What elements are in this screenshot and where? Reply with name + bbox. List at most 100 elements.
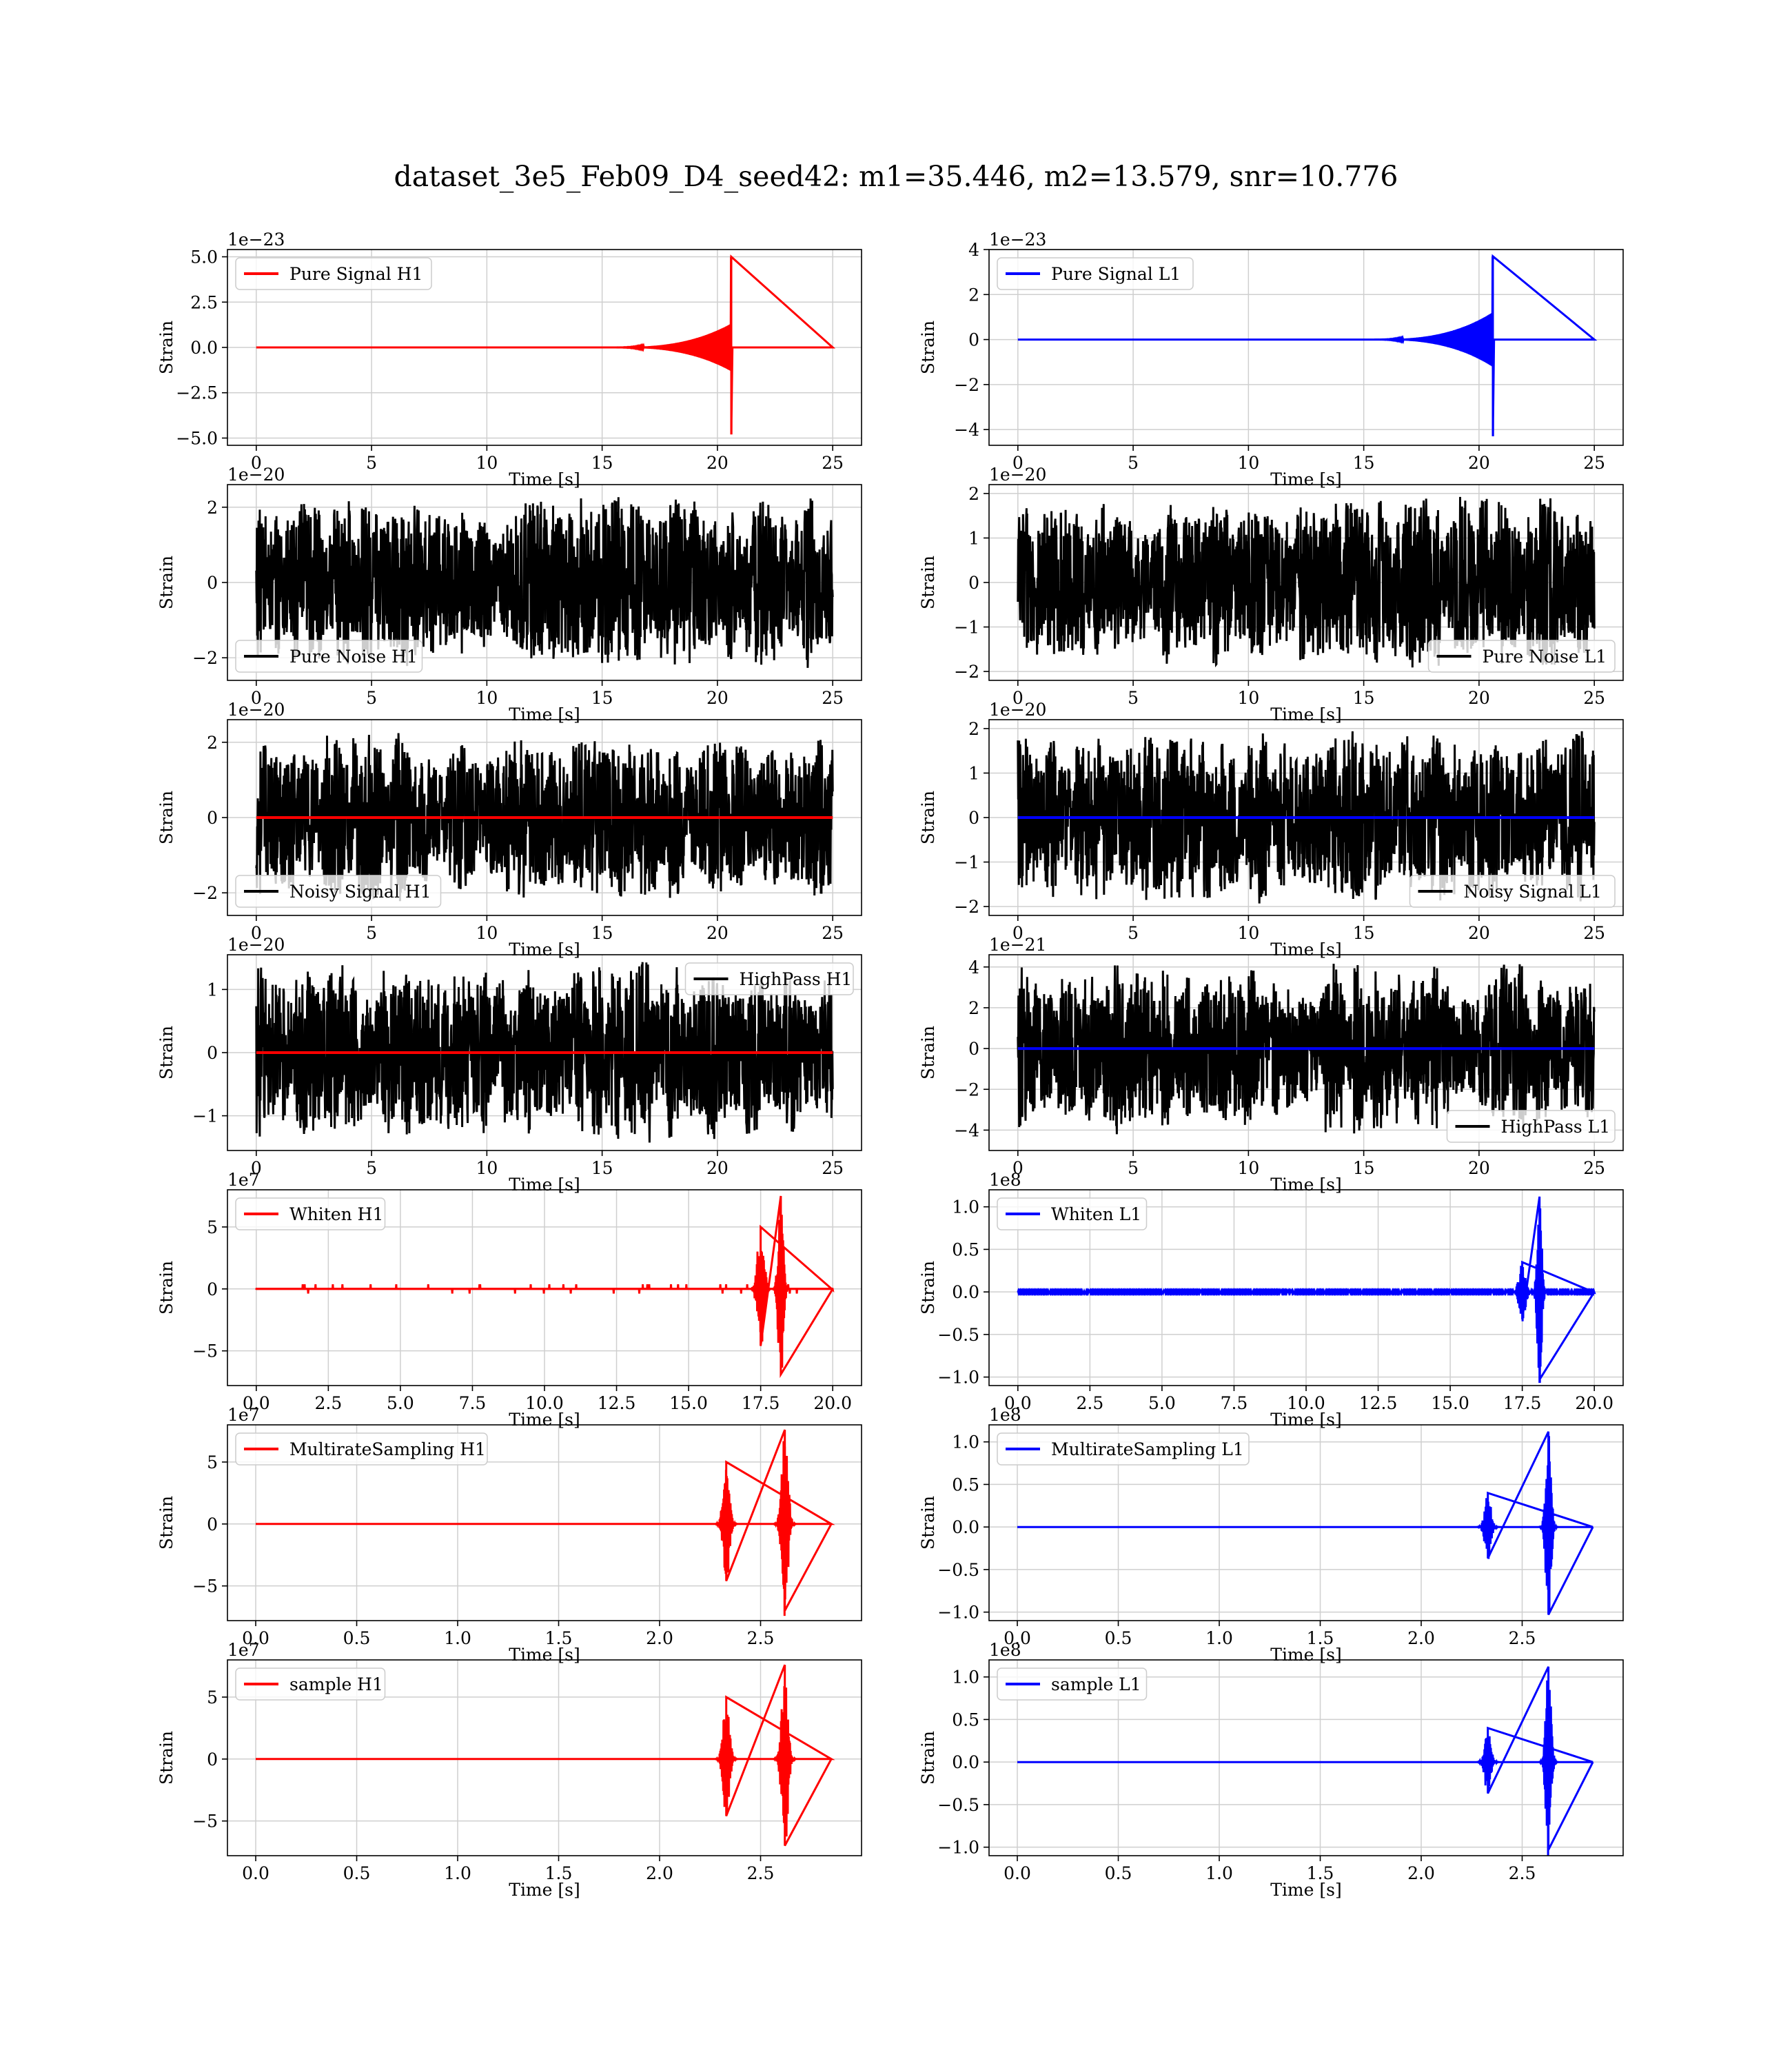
x-tick-label: 15 [1353,923,1375,943]
legend-label: sample L1 [1051,1674,1141,1694]
y-tick-label: 1.0 [952,1432,979,1452]
x-tick-label: 10.0 [1287,1393,1325,1413]
panel-pure-signal-h1: 0 5 10 15 20 25 −5.0 −2.5 0.0 2.5 5.0 1e−23 Time [s]… [156,230,862,489]
x-axis-label: Time [s] [509,1880,580,1900]
y-axis-label: Strain [156,1261,176,1315]
y-tick-label: −2 [192,648,218,668]
legend-label: Whiten H1 [289,1204,383,1224]
y-tick-label: −0.5 [937,1325,979,1345]
y-tick-label: −2 [954,375,979,395]
y-tick-label: 0 [968,330,979,350]
legend: Pure Noise H1 [235,640,423,673]
x-tick-label: 5 [366,1158,377,1178]
x-axis-label: Time [s] [1270,1410,1341,1430]
x-tick-label: 0.0 [1004,1628,1031,1648]
plot-area [1017,964,1596,1135]
figure-title: dataset_3e5_Feb09_D4_seed42: m1=35.446, … [394,160,1398,193]
x-tick-label: 12.5 [1359,1393,1398,1413]
x-tick-label: 0.0 [243,1393,270,1413]
legend-label: Noisy Signal H1 [289,882,431,902]
axes-frame [227,1659,862,1856]
y-tick-label: 0 [207,808,218,828]
y-tick-label: −1 [954,618,979,638]
x-tick-label: 5 [1128,688,1139,708]
x-tick-label: 0.0 [1004,1863,1031,1883]
y-tick-label: −2 [954,662,979,682]
x-tick-label: 25 [822,688,844,708]
x-tick-label: 15 [591,688,613,708]
legend-label: Pure Signal H1 [289,264,422,284]
x-tick-label: 25 [1583,923,1605,943]
legend-label: MultirateSampling L1 [1051,1439,1244,1459]
series-whiten-h1 [255,1195,835,1379]
axes-frame [988,954,1624,1151]
axis-offset-label: 1e−20 [227,465,285,485]
x-tick-label: 7.5 [1221,1393,1248,1413]
plot-area [1017,254,1598,436]
series-pure-noise-l1 [1017,496,1596,668]
series-whiten-l1 [1017,1196,1596,1383]
y-axis-label: Strain [918,1731,938,1785]
y-tick-label: 0 [968,573,979,593]
x-tick-label: 15 [1353,688,1375,708]
legend-label: Whiten L1 [1051,1204,1141,1224]
series-sample-h1 [256,1664,835,1847]
axis-offset-label: 1e−20 [227,700,285,720]
x-tick-label: 0.0 [1004,1393,1032,1413]
legend: Whiten H1 [235,1197,386,1230]
y-axis-label: Strain [918,1026,938,1079]
x-axis-label: Time [s] [1270,704,1341,724]
x-tick-label: 0.5 [1105,1863,1132,1883]
x-tick-label: 5 [366,688,377,708]
x-tick-label: 5 [1128,1158,1139,1178]
plot-area [255,1195,835,1379]
y-tick-label: −1 [954,853,979,873]
legend-label: Pure Signal L1 [1051,264,1181,284]
x-tick-label: 25 [1583,453,1605,473]
x-tick-label: 20 [1468,1158,1490,1178]
x-tick-label: 0.5 [343,1863,371,1883]
legend-box [997,1432,1250,1466]
y-tick-label: 0 [207,1279,218,1299]
x-tick-label: 0.0 [242,1863,269,1883]
y-tick-label: 5 [207,1217,218,1237]
axis-offset-label: 1e8 [989,1170,1021,1190]
x-tick-label: 10 [476,1158,498,1178]
x-tick-label: 25 [822,453,844,473]
legend: MultirateSampling H1 [235,1432,488,1466]
legend: HighPass H1 [684,962,854,995]
axes-frame [227,1424,862,1621]
y-tick-label: −5 [192,1812,218,1832]
x-tick-label: 15 [591,923,613,943]
y-tick-label: 2 [207,733,218,753]
x-tick-label: 2.0 [646,1628,673,1648]
y-tick-label: 1 [207,980,218,1000]
x-tick-label: 20 [706,688,729,708]
y-tick-label: −1.0 [937,1838,979,1858]
y-tick-label: 2 [968,998,979,1018]
legend: sample L1 [997,1667,1148,1701]
y-tick-label: 0.0 [190,338,218,358]
x-tick-label: 10.0 [525,1393,564,1413]
plot-area [255,497,834,668]
legend-box [235,1197,386,1230]
y-tick-label: −0.5 [937,1560,979,1580]
y-tick-label: −4 [954,420,979,440]
axis-offset-label: 1e−20 [989,465,1046,485]
x-tick-label: 2.5 [314,1393,342,1413]
axes-frame [988,1659,1624,1856]
y-tick-label: 2 [207,498,218,518]
legend: Whiten L1 [997,1197,1148,1230]
y-tick-label: 2 [968,285,979,305]
y-tick-label: −4 [954,1120,979,1140]
y-tick-label: 0 [207,1514,218,1534]
y-tick-label: 5 [207,1687,218,1707]
legend-box [997,1667,1148,1701]
legend-box [235,1432,488,1466]
series-sample-l1 [1017,1666,1594,1856]
legend: Pure Noise L1 [1427,640,1616,673]
y-axis-label: Strain [156,556,176,609]
axis-offset-label: 1e−20 [227,935,285,955]
